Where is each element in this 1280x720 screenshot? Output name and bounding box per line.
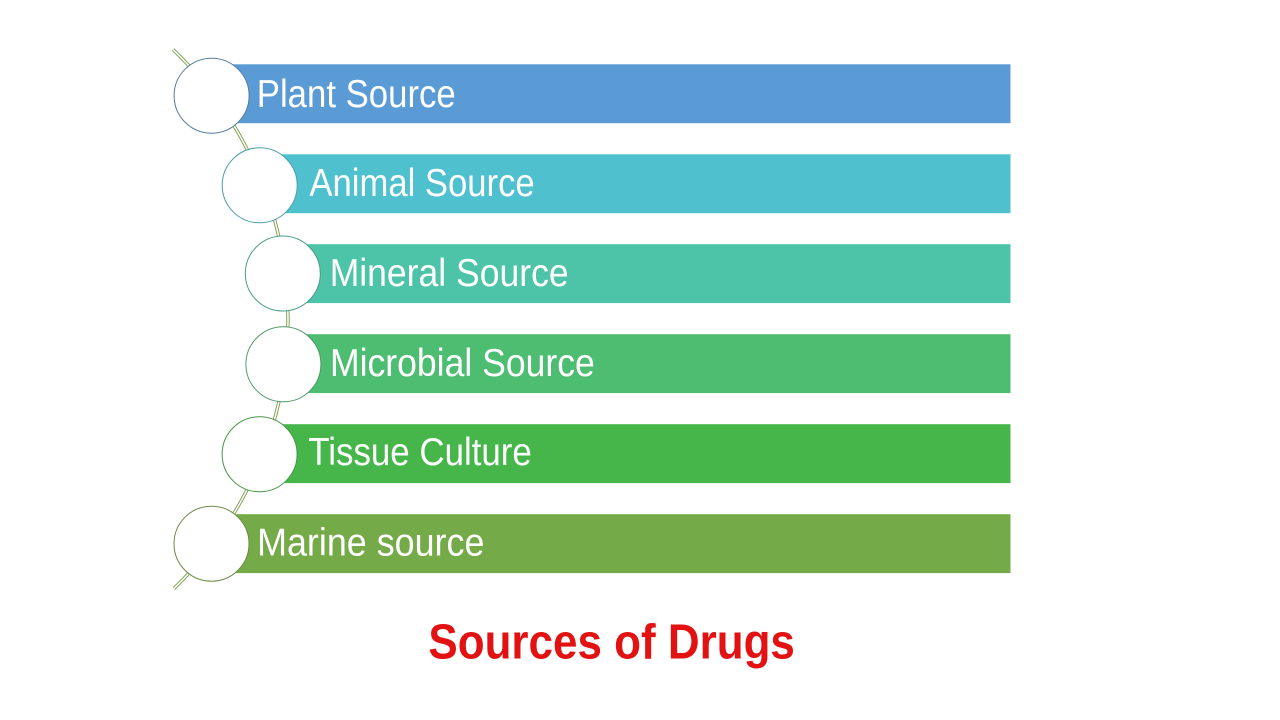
svg-text:Tissue Culture: Tissue Culture	[308, 431, 532, 474]
svg-text:Animal Source: Animal Source	[309, 162, 534, 205]
svg-text:Plant Source: Plant Source	[257, 73, 456, 116]
svg-text:Microbial Source: Microbial Source	[330, 342, 595, 385]
svg-text:Sources of Drugs: Sources of Drugs	[428, 614, 795, 669]
svg-text:Mineral Source: Mineral Source	[330, 252, 569, 295]
svg-text:Marine source: Marine source	[257, 521, 484, 564]
